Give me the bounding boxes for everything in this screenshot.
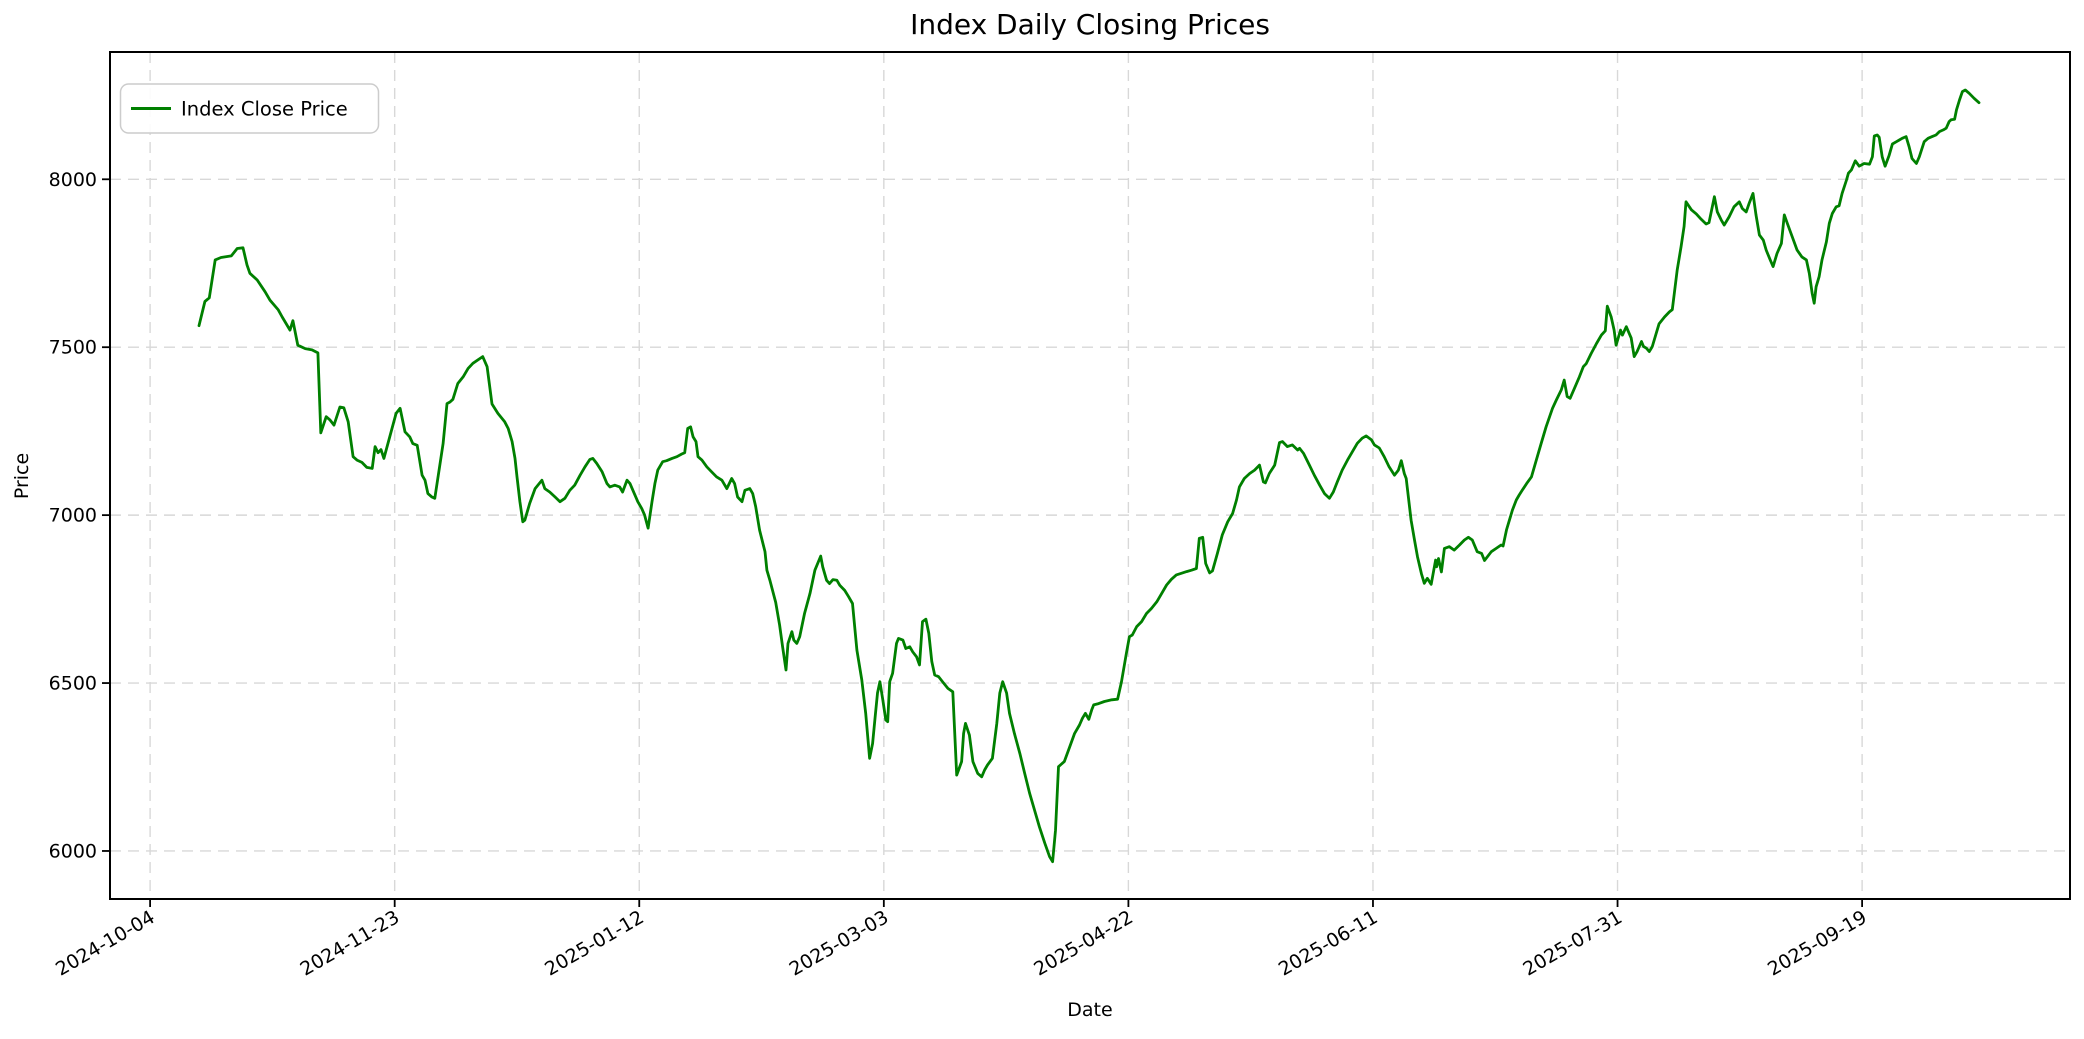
legend-label: Index Close Price bbox=[181, 98, 348, 121]
x-tick-label: 2024-10-04 bbox=[52, 906, 159, 980]
series-line bbox=[197, 88, 1981, 864]
y-axis-title: Price bbox=[11, 453, 33, 499]
y-tick-label: 6000 bbox=[49, 840, 97, 862]
chart-title: Index Daily Closing Prices bbox=[910, 8, 1270, 41]
x-tick-label: 2025-01-12 bbox=[541, 906, 648, 980]
x-tick-label: 2025-09-19 bbox=[1764, 906, 1871, 980]
x-tick-label: 2025-07-31 bbox=[1519, 906, 1626, 980]
x-tick-label: 2025-04-22 bbox=[1030, 906, 1137, 980]
x-tick-label: 2025-03-03 bbox=[786, 906, 893, 980]
legend: Index Close Price bbox=[119, 83, 380, 134]
x-tick-label: 2025-06-11 bbox=[1275, 906, 1382, 980]
y-tick-label: 7000 bbox=[49, 505, 97, 527]
legend-box bbox=[119, 83, 380, 134]
y-tick-label: 6500 bbox=[49, 673, 97, 695]
plot-layers: 2024-10-04 2024-11-23 2025-01-12 2025-03-03… bbox=[49, 51, 2071, 981]
y-tick-label: 8000 bbox=[49, 169, 97, 191]
x-axis-title: Date bbox=[1067, 999, 1112, 1021]
y-tick-label: 7500 bbox=[49, 337, 97, 359]
plot-border bbox=[109, 51, 2071, 900]
x-tick-label: 2024-11-23 bbox=[297, 906, 404, 980]
